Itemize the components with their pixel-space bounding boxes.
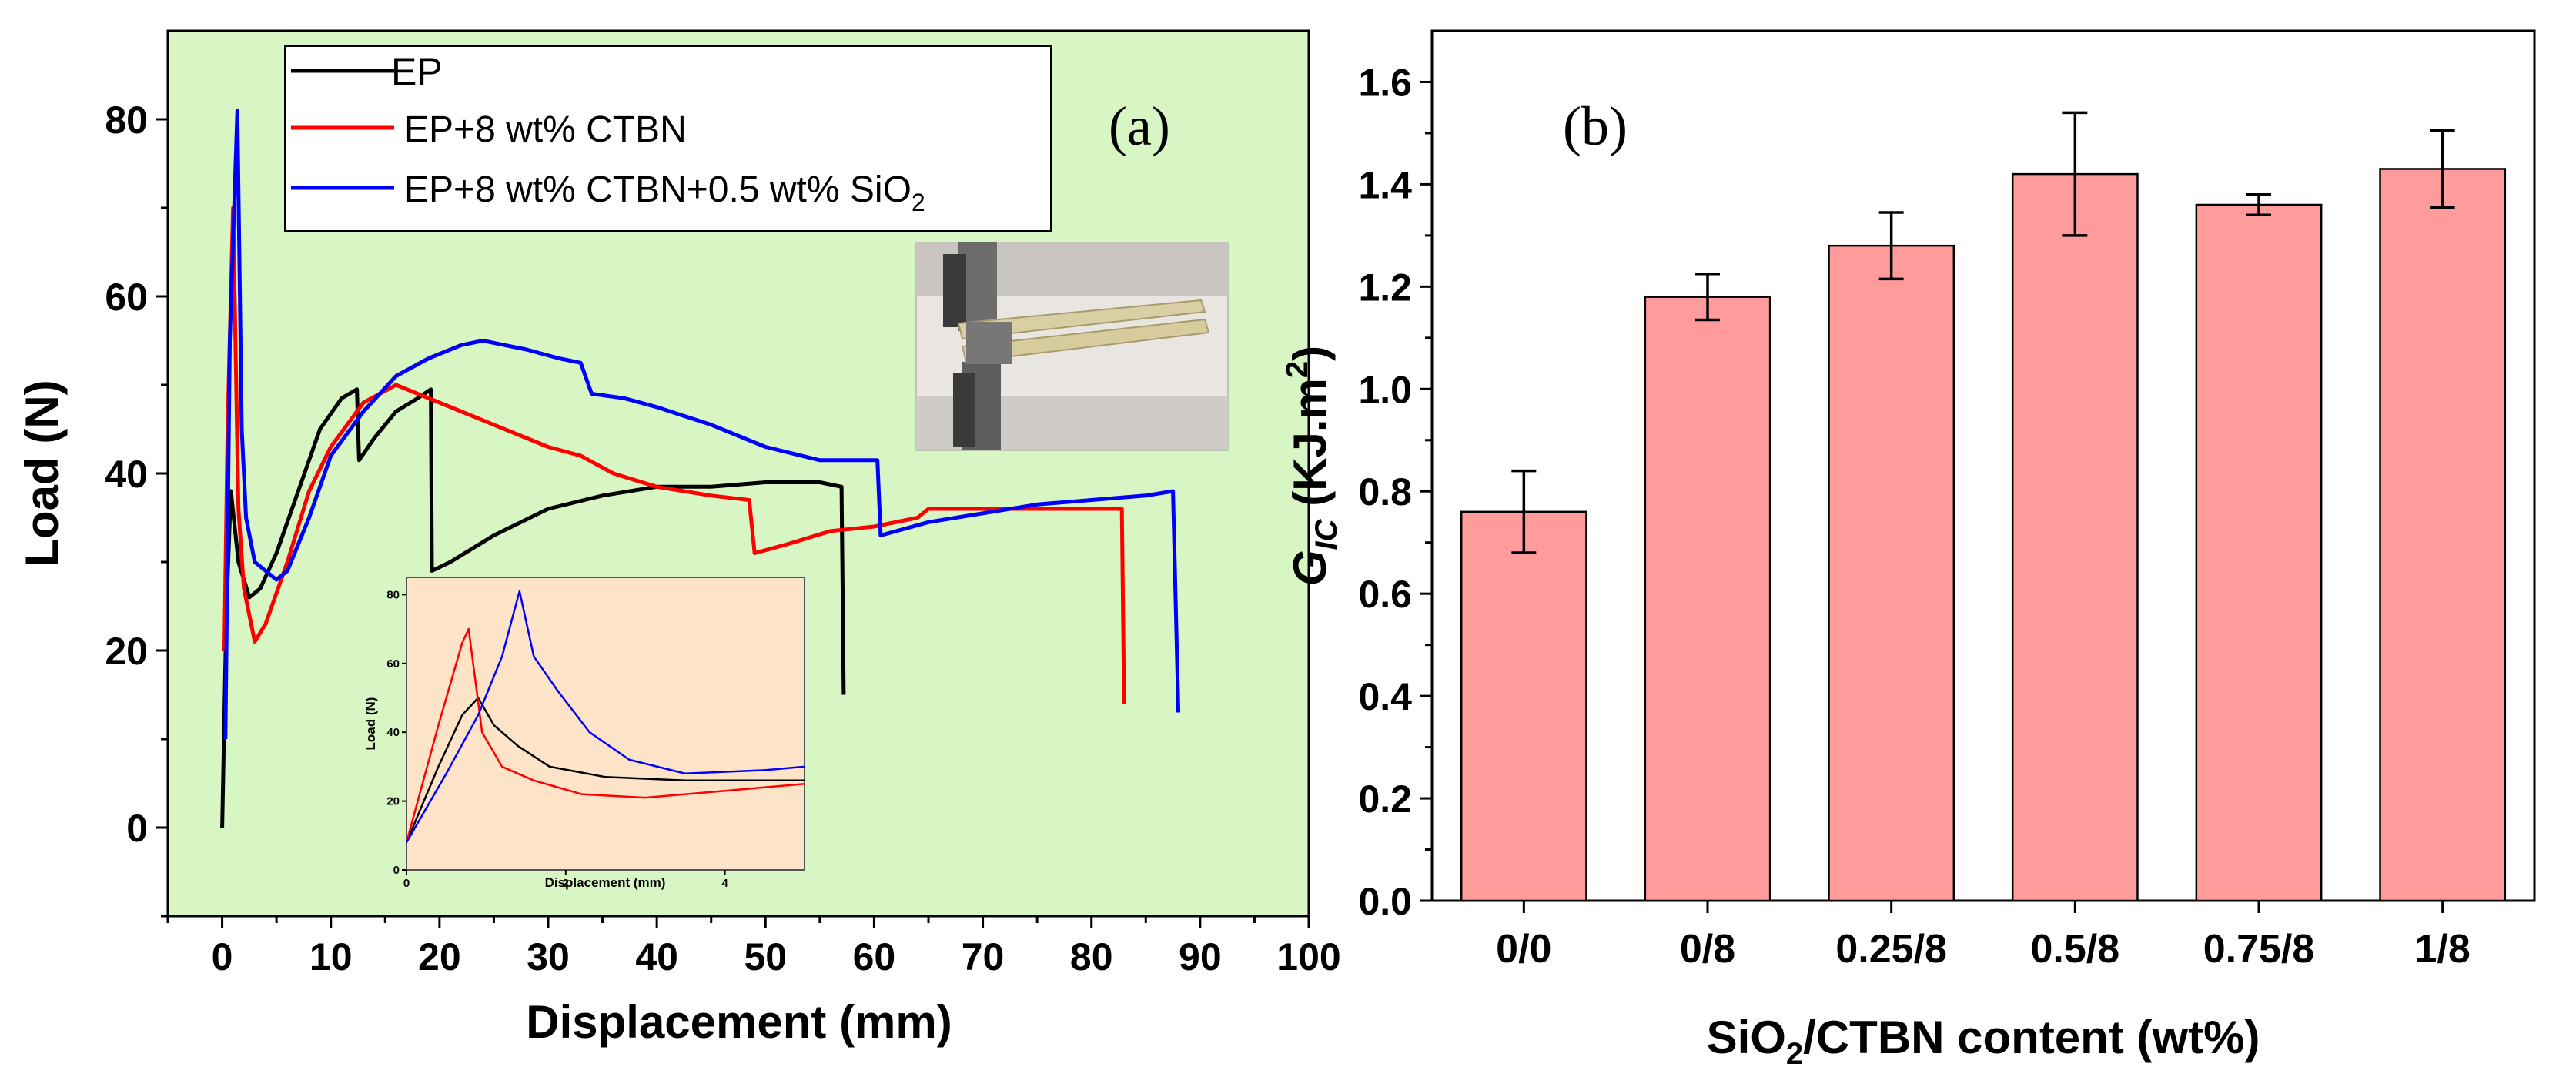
x-tick-label: 1/8 — [2415, 927, 2471, 972]
y-tick-label: 40 — [105, 453, 148, 496]
x-tick-label: 60 — [853, 935, 896, 978]
x-tick-label: 40 — [635, 935, 678, 978]
panel-b-label: (b) — [1563, 95, 1628, 157]
y-tick-label: 60 — [105, 276, 148, 319]
inset-plot-area — [406, 577, 805, 871]
inset-y-tick-label: 60 — [386, 657, 400, 671]
y-tick-label: 1.6 — [1358, 61, 1412, 104]
y-tick-label: 0.8 — [1358, 470, 1412, 513]
x-tick-label: 10 — [309, 935, 353, 978]
bar — [2011, 172, 2139, 902]
panel-b-gic-bar-chart: 0.0 0.2 0.4 0.6 0.8 1.0 1.2 1.4 1.6 0/0 0/8 0.25/8 0… — [1280, 29, 2536, 1071]
panel-a-legend: EP EP+8 wt% CTBN EP+8 wt% CTBN+0.5 wt% S… — [284, 45, 1052, 232]
series-line-ctbn — [222, 206, 1126, 704]
y-tick-label: 80 — [105, 99, 148, 142]
inset-series-line-sio2 — [405, 590, 805, 843]
x-tick-label: 70 — [962, 935, 1005, 978]
panel-a-label: (a) — [1109, 95, 1170, 157]
x-tick-label: 0.75/8 — [2203, 927, 2315, 972]
x-tick-label: 0.25/8 — [1835, 927, 1947, 972]
x-tick-label: 0/8 — [1680, 927, 1735, 972]
inset-y-tick-label: 20 — [386, 795, 400, 808]
inset-y-tick-label: 80 — [386, 588, 400, 601]
panel-a-x-axis-title: Displacement (mm) — [526, 996, 952, 1048]
specimen-photo — [915, 242, 1229, 451]
x-tick-label: 0 — [212, 935, 233, 978]
inset-y-tick-label: 0 — [393, 864, 400, 877]
inset-lines — [405, 590, 805, 843]
inset-x-axis-title: Displacement (mm) — [545, 875, 666, 890]
bar — [1644, 296, 1771, 902]
inset-y-axis-title: Load (N) — [363, 697, 378, 751]
y-tick-label: 0.2 — [1358, 778, 1412, 821]
series-line-sio2 — [223, 109, 1181, 740]
y-tick-label: 1.2 — [1358, 266, 1412, 309]
bar — [2195, 203, 2323, 902]
inset-x-tick-label: 4 — [721, 877, 728, 890]
x-tick-label: 50 — [744, 935, 787, 978]
inset-x-tick-label: 2 — [563, 877, 569, 890]
bar — [1828, 244, 1955, 902]
x-tick-label: 0/0 — [1496, 927, 1551, 972]
panel-a-y-axis-title: Load (N) — [16, 380, 68, 567]
panel-b-plot-area — [1430, 29, 2536, 902]
panel-b-y-axis-title: GIC (KJ.m2) — [1280, 346, 1343, 586]
y-tick-label: 1.0 — [1358, 368, 1412, 411]
x-tick-label: 30 — [527, 935, 570, 978]
x-tick-label: 0.5/8 — [2031, 927, 2120, 972]
legend-box — [284, 45, 1052, 232]
series-line-ep — [220, 387, 846, 828]
inset-series-line-ctbn — [405, 627, 805, 843]
legend-label-ctbn: EP+8 wt% CTBN — [404, 109, 687, 150]
x-tick-label: 90 — [1179, 935, 1222, 978]
y-tick-label: 20 — [105, 630, 148, 673]
inset-x-tick-label: 0 — [403, 877, 410, 890]
panel-b-bars — [1460, 111, 2507, 902]
x-tick-label: 80 — [1070, 935, 1113, 978]
y-tick-label: 1.4 — [1358, 163, 1412, 206]
legend-label-sio2: EP+8 wt% CTBN+0.5 wt% SiO2 — [404, 169, 925, 216]
panel-b-ticks: 0.0 0.2 0.4 0.6 0.8 1.0 1.2 1.4 1.6 0/0 0/8 0.25/8 0… — [1358, 61, 2470, 972]
panel-a-lines — [220, 109, 1181, 828]
inset-y-tick-label: 40 — [386, 726, 400, 739]
y-tick-label: 0.0 — [1358, 880, 1412, 923]
x-tick-label: 20 — [418, 935, 461, 978]
x-tick-label: 100 — [1276, 935, 1340, 978]
panel-b-x-axis-title: SiO2/CTBN content (wt%) — [1707, 1012, 2260, 1071]
inset-series-line-ep — [405, 697, 805, 843]
legend-label-ep: EP — [391, 50, 443, 93]
bar — [1460, 510, 1587, 902]
y-tick-label: 0 — [126, 807, 148, 850]
bar — [2379, 168, 2507, 902]
y-tick-label: 0.4 — [1358, 675, 1412, 718]
y-tick-label: 0.6 — [1358, 573, 1412, 616]
